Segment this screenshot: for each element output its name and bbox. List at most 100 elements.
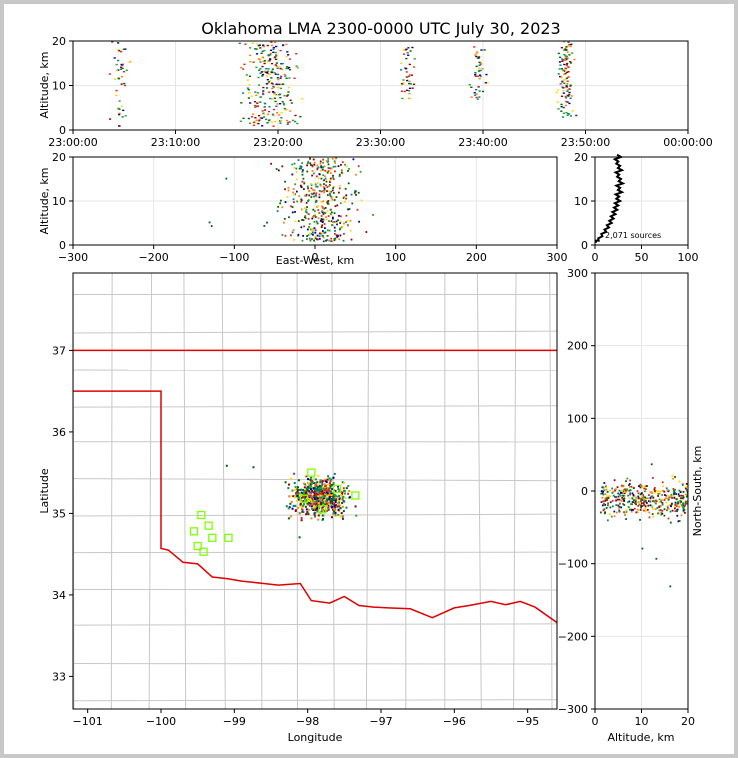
time-height-source xyxy=(265,118,268,121)
ns-altitude-source xyxy=(648,511,651,514)
ew-height-source xyxy=(323,187,326,190)
plan-view-source xyxy=(297,497,300,500)
ew-height-source xyxy=(316,182,319,184)
time-height-source xyxy=(272,108,276,111)
ns-altitude-source xyxy=(686,485,688,488)
plan-view-xtick-label: −98 xyxy=(296,715,319,728)
ew-height-source xyxy=(304,215,307,217)
time-height-source xyxy=(267,81,270,83)
ns-altitude-source xyxy=(641,497,644,500)
ns-altitude-source xyxy=(617,504,620,507)
ew-height-source xyxy=(304,210,307,213)
ns-altitude-source xyxy=(664,494,666,496)
time-height-source xyxy=(285,77,288,79)
ns-altitude-source xyxy=(665,497,667,500)
plan-view-source xyxy=(320,498,323,501)
ns-altitude-source xyxy=(622,490,625,493)
ew-height-source xyxy=(372,214,374,216)
ew-height-source xyxy=(225,177,228,180)
time-height-source xyxy=(402,79,405,81)
time-height-source xyxy=(562,106,565,109)
time-height-source xyxy=(413,58,416,60)
ew-height-source xyxy=(341,225,344,228)
ew-height-source xyxy=(310,187,313,190)
ew-height-source xyxy=(321,207,324,210)
time-height-source xyxy=(285,119,289,122)
time-height-source xyxy=(261,56,264,58)
ew-height-source xyxy=(347,182,350,185)
ns-altitude-source xyxy=(658,505,661,508)
ew-height-source xyxy=(331,217,334,220)
ns-altitude-source xyxy=(652,499,655,502)
time-height-source xyxy=(277,78,280,81)
time-height-source xyxy=(267,54,270,56)
ns-altitude-source xyxy=(616,486,619,489)
plan-view-source xyxy=(313,513,316,516)
ns-altitude-source xyxy=(644,485,647,488)
ew-height-source xyxy=(308,223,311,225)
ns-altitude-source xyxy=(679,500,682,502)
time-height-source xyxy=(257,84,261,86)
ew-height-source xyxy=(302,188,305,191)
plan-view-source xyxy=(323,483,326,486)
time-height-source xyxy=(274,56,277,58)
time-height-source xyxy=(117,48,120,51)
ew-height-source xyxy=(304,207,306,210)
time-height-source xyxy=(287,91,290,93)
ns-altitude-source xyxy=(637,505,640,507)
time-height-source xyxy=(260,117,264,119)
ew-height-source xyxy=(311,231,314,234)
time-height-source xyxy=(280,119,283,122)
ew-height-xtick-label: 200 xyxy=(466,251,487,264)
ns-altitude-source xyxy=(686,500,688,503)
time-height-source xyxy=(400,83,404,85)
plan-view-source xyxy=(308,490,311,493)
ns-altitude-source xyxy=(635,511,638,514)
lma-station-marker xyxy=(318,505,327,514)
ns-altitude-source xyxy=(605,507,608,509)
ns-altitude-source xyxy=(625,489,627,492)
plan-view-source xyxy=(298,512,301,515)
ns-altitude-source xyxy=(655,500,658,503)
plan-view-source xyxy=(338,500,341,503)
ew-height-source xyxy=(338,175,341,177)
ew-height-source xyxy=(321,205,324,208)
plan-view-source xyxy=(327,475,330,478)
ns-altitude-source xyxy=(636,490,639,493)
plan-view-source xyxy=(312,487,315,490)
plan-view-source xyxy=(339,515,342,518)
plan-view-source xyxy=(333,489,336,492)
plan-view-source xyxy=(338,509,341,512)
ns-altitude-source xyxy=(618,510,621,513)
plan-view-source xyxy=(318,502,321,505)
plan-view-source xyxy=(340,512,343,515)
time-height-source xyxy=(121,116,124,118)
plan-view-source xyxy=(305,513,308,516)
time-height-source xyxy=(267,60,270,62)
ns-altitude-source xyxy=(666,505,669,508)
ns-altitude-source xyxy=(620,500,623,502)
time-height-source xyxy=(478,64,481,67)
plan-view-source xyxy=(300,519,303,522)
time-height-source xyxy=(401,97,404,100)
ew-height-source xyxy=(312,227,315,230)
ew-height-source xyxy=(318,173,321,176)
time-height-source xyxy=(563,49,566,51)
ns-altitude-source xyxy=(601,492,604,495)
ew-height-source xyxy=(295,167,298,170)
ns-altitude-source xyxy=(647,497,649,500)
ew-height-source xyxy=(317,209,320,211)
ew-height-source xyxy=(335,234,338,237)
plan-view-source xyxy=(305,475,308,478)
time-height-ytick-label: 0 xyxy=(59,124,66,137)
lma-station-marker xyxy=(351,491,360,500)
ns-altitude-source xyxy=(632,494,635,497)
time-height-source xyxy=(477,70,481,73)
time-height-source xyxy=(279,49,282,52)
time-height-source xyxy=(263,70,266,73)
time-height-source xyxy=(271,68,274,70)
time-height-source xyxy=(123,84,127,87)
plan-view-source xyxy=(321,480,324,483)
ns-altitude-source xyxy=(666,509,668,512)
time-height-source xyxy=(571,52,574,54)
